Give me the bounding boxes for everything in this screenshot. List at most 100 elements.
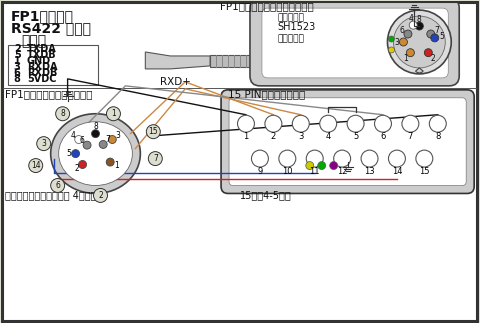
- Circle shape: [409, 21, 417, 29]
- Circle shape: [292, 115, 309, 132]
- Text: 6: 6: [400, 26, 405, 35]
- Text: 3: 3: [14, 62, 21, 72]
- Ellipse shape: [59, 122, 132, 185]
- Text: FP1编程口插头（焊接面看）: FP1编程口插头（焊接面看）: [5, 89, 92, 99]
- Circle shape: [318, 162, 326, 170]
- Polygon shape: [145, 52, 210, 69]
- Circle shape: [399, 38, 408, 46]
- Text: 5: 5: [353, 132, 358, 141]
- Text: 4: 4: [71, 130, 76, 140]
- Text: 8: 8: [14, 74, 21, 84]
- Text: 5: 5: [66, 149, 71, 158]
- Ellipse shape: [51, 114, 140, 193]
- Text: 14: 14: [392, 167, 402, 176]
- Circle shape: [107, 107, 120, 121]
- Text: RS422 编程口: RS422 编程口: [11, 21, 91, 35]
- Text: 11: 11: [310, 167, 320, 176]
- Circle shape: [431, 34, 439, 42]
- Text: 15 PIN孔头（焊面看）: 15 PIN孔头（焊面看）: [228, 89, 305, 99]
- Text: GND: GND: [27, 56, 51, 66]
- Text: 8: 8: [93, 122, 98, 131]
- Circle shape: [388, 36, 395, 42]
- Circle shape: [79, 161, 86, 169]
- Text: 2: 2: [271, 132, 276, 141]
- Text: 1: 1: [114, 161, 119, 170]
- Circle shape: [330, 162, 337, 170]
- Circle shape: [83, 141, 91, 149]
- Text: 1: 1: [14, 56, 21, 66]
- Text: 5: 5: [439, 32, 444, 41]
- Text: FP1编程口插头（接插面针头）: FP1编程口插头（接插面针头）: [220, 1, 314, 11]
- Text: 10: 10: [282, 167, 293, 176]
- Text: 3: 3: [41, 139, 46, 148]
- Circle shape: [407, 49, 414, 57]
- Text: 5VDC: 5VDC: [27, 74, 56, 84]
- Text: 7: 7: [153, 154, 158, 163]
- Text: 1: 1: [111, 109, 116, 118]
- Circle shape: [146, 125, 160, 139]
- Circle shape: [347, 115, 364, 132]
- Text: FP1编程电缆: FP1编程电缆: [11, 9, 74, 23]
- Circle shape: [37, 137, 51, 151]
- FancyBboxPatch shape: [210, 55, 255, 67]
- Circle shape: [429, 115, 446, 132]
- Circle shape: [306, 150, 323, 167]
- Text: 15: 15: [419, 167, 430, 176]
- Text: TXDA: TXDA: [27, 44, 57, 54]
- Text: 6: 6: [55, 181, 60, 190]
- Circle shape: [94, 189, 108, 203]
- Text: 15: 15: [148, 127, 158, 136]
- Text: 8: 8: [435, 132, 441, 141]
- Text: 7: 7: [105, 135, 110, 144]
- FancyBboxPatch shape: [221, 90, 474, 193]
- Circle shape: [306, 162, 314, 170]
- Text: 8: 8: [60, 109, 65, 118]
- FancyBboxPatch shape: [262, 8, 448, 78]
- Text: RXD+: RXD+: [160, 77, 191, 87]
- Text: 14: 14: [31, 161, 40, 170]
- Circle shape: [51, 179, 65, 193]
- FancyBboxPatch shape: [8, 45, 97, 85]
- Text: （黄、绿、紫三根线不用 4脚空）: （黄、绿、紫三根线不用 4脚空）: [5, 191, 96, 201]
- Text: 3: 3: [394, 37, 399, 47]
- Circle shape: [99, 141, 107, 149]
- Text: 屏蔽层接壳: 屏蔽层接壳: [278, 14, 305, 23]
- Text: 2: 2: [431, 54, 435, 63]
- Circle shape: [29, 159, 43, 172]
- Circle shape: [402, 115, 419, 132]
- Circle shape: [374, 115, 392, 132]
- Text: 15孔中4-5短接: 15孔中4-5短接: [240, 191, 292, 201]
- Wedge shape: [416, 68, 423, 73]
- Text: 5: 5: [14, 50, 21, 60]
- Circle shape: [394, 16, 445, 68]
- Text: 2: 2: [14, 44, 21, 54]
- Text: TXDB: TXDB: [27, 50, 56, 60]
- Text: 接线图: 接线图: [21, 34, 46, 48]
- Text: 7: 7: [408, 132, 413, 141]
- Text: 12: 12: [337, 167, 348, 176]
- Text: 8: 8: [417, 15, 422, 24]
- FancyBboxPatch shape: [229, 98, 466, 185]
- Text: 6: 6: [14, 68, 21, 78]
- Circle shape: [56, 107, 70, 121]
- Circle shape: [265, 115, 282, 132]
- FancyBboxPatch shape: [250, 0, 459, 86]
- Text: 1: 1: [404, 54, 408, 63]
- Circle shape: [334, 150, 350, 167]
- Text: 2: 2: [75, 164, 80, 173]
- Circle shape: [424, 49, 432, 57]
- Text: 3: 3: [115, 130, 120, 140]
- Circle shape: [148, 151, 162, 166]
- Text: 4: 4: [325, 132, 331, 141]
- Circle shape: [320, 115, 336, 132]
- Text: 4: 4: [408, 14, 413, 23]
- Text: 7: 7: [434, 26, 439, 35]
- Text: SH1523: SH1523: [278, 22, 316, 32]
- Circle shape: [387, 10, 451, 74]
- Circle shape: [404, 30, 412, 38]
- Text: 9: 9: [257, 167, 263, 176]
- Text: 13: 13: [364, 167, 375, 176]
- Circle shape: [279, 150, 296, 167]
- FancyBboxPatch shape: [3, 3, 477, 321]
- Text: 1: 1: [243, 132, 249, 141]
